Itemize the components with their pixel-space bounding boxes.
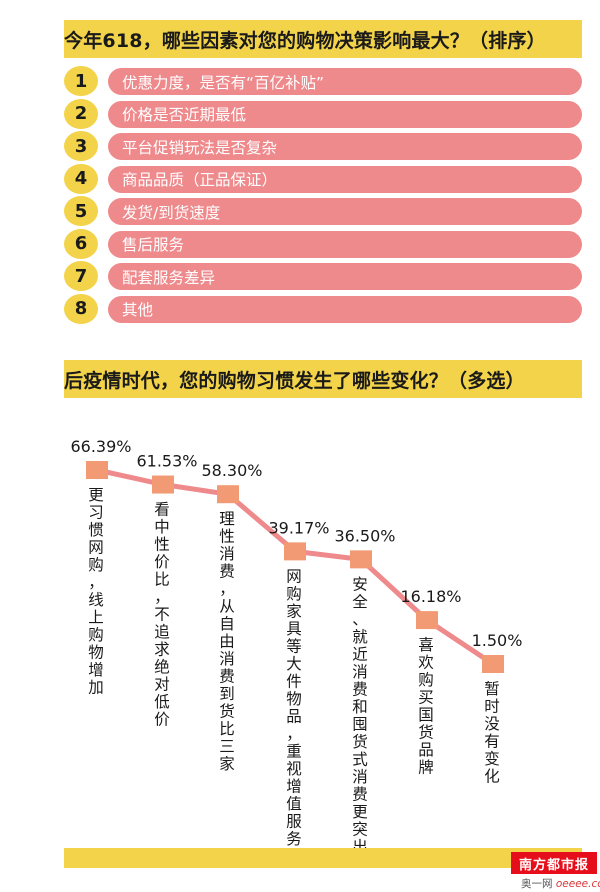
category-label: 暂时没有变化 <box>484 680 500 786</box>
section1-title-bar: 今年618，哪些因素对您的购物决策影响最大？（排序） <box>64 20 582 58</box>
rank-row: 1 优惠力度，是否有“百亿补贴” <box>64 66 584 96</box>
category-label: 喜欢购买国货品牌 <box>418 636 434 777</box>
rank-label: 商品品质（正品保证） <box>108 165 582 193</box>
rank-row: 5 发货/到货速度 <box>64 196 584 226</box>
data-label: 36.50% <box>334 526 395 545</box>
rank-number: 8 <box>64 293 98 324</box>
rank-row: 8 其他 <box>64 293 584 324</box>
data-point-marker <box>284 542 306 561</box>
category-label: 更习惯网购，线上购物增加 <box>88 486 104 697</box>
rank-row: 4 商品品质（正品保证） <box>64 163 584 194</box>
section2-title-bar: 后疫情时代，您的购物习惯发生了哪些变化？（多选） <box>64 360 582 398</box>
data-label: 58.30% <box>201 461 262 480</box>
rank-label: 售后服务 <box>108 230 582 258</box>
rank-row: 7 配套服务差异 <box>64 261 584 291</box>
category-label: 看中性价比，不追求绝对低价 <box>154 501 170 729</box>
rank-number: 4 <box>64 163 98 194</box>
rank-label: 配套服务差异 <box>108 263 582 290</box>
rank-label: 发货/到货速度 <box>108 198 582 225</box>
rank-number: 5 <box>64 196 98 226</box>
rank-number: 6 <box>64 228 98 259</box>
data-point-marker <box>217 485 239 504</box>
category-label: 理性消费，从自由消费到货比三家 <box>219 510 235 773</box>
rank-number: 7 <box>64 261 98 291</box>
data-point-marker <box>350 550 372 569</box>
data-label: 66.39% <box>70 437 131 456</box>
section2-title: 后疫情时代，您的购物习惯发生了哪些变化？（多选） <box>64 369 525 392</box>
rank-label: 其他 <box>108 295 582 323</box>
rank-row: 3 平台促销玩法是否复杂 <box>64 131 584 161</box>
data-label: 61.53% <box>136 452 197 471</box>
data-point-marker <box>86 461 108 479</box>
category-label: 安全、就近消费和囤货式消费更突出 <box>352 575 368 856</box>
section1-title: 今年618，哪些因素对您的购物决策影响最大？（排序） <box>64 29 546 52</box>
site-credit: 奥一网 oeeee.com <box>521 876 600 891</box>
site-suffix: oeeee.com <box>555 878 600 890</box>
category-label: 网购家具等大件物品，重视增值服务 <box>286 567 302 848</box>
rank-label: 优惠力度，是否有“百亿补贴” <box>108 68 582 95</box>
site-prefix: 奥一网 <box>521 878 553 890</box>
rank-number: 2 <box>64 98 98 129</box>
rank-label: 平台促销玩法是否复杂 <box>108 133 582 160</box>
data-label: 39.17% <box>268 518 329 537</box>
rank-number: 3 <box>64 131 98 161</box>
rank-row: 6 售后服务 <box>64 228 584 259</box>
newspaper-logo: 南方都市报 <box>511 852 597 874</box>
data-point-marker <box>152 475 174 494</box>
data-label: 16.18% <box>400 587 461 606</box>
rank-row: 2 价格是否近期最低 <box>64 98 584 129</box>
data-point-marker <box>416 611 438 630</box>
data-point-marker <box>482 655 504 673</box>
rank-label: 价格是否近期最低 <box>108 100 582 128</box>
bottom-bar <box>64 848 582 868</box>
rank-number: 1 <box>64 66 98 96</box>
data-label: 1.50% <box>472 631 523 650</box>
